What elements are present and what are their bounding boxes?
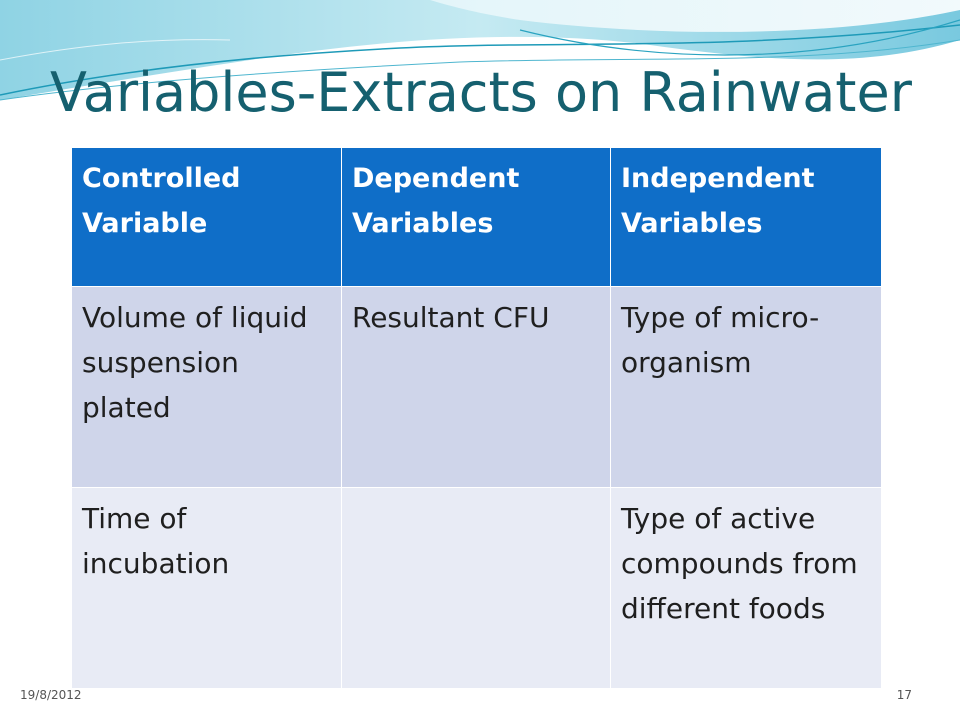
table-cell: Volume of liquid suspension plated [71, 286, 342, 488]
table-row: Volume of liquid suspension plated Resul… [71, 286, 882, 488]
table-header-row: Controlled Variable Dependent Variables … [71, 147, 882, 287]
slide-title: Variables-Extracts on Rainwater [50, 61, 912, 124]
table-row: Time of incubation Type of active compou… [71, 487, 882, 689]
table-cell: Time of incubation [71, 487, 342, 689]
table-cell: Type of micro-organism [610, 286, 882, 488]
variables-table: Controlled Variable Dependent Variables … [71, 147, 882, 689]
header-dependent-variables: Dependent Variables [341, 147, 611, 287]
slide-page-number: 17 [896, 688, 912, 702]
slide-date: 19/8/2012 [20, 688, 82, 702]
table-cell: Resultant CFU [341, 286, 611, 488]
header-independent-variables: Independent Variables [610, 147, 882, 287]
table-cell [341, 487, 611, 689]
header-controlled-variable: Controlled Variable [71, 147, 342, 287]
table-cell: Type of active compounds from different … [610, 487, 882, 689]
decorative-wave-banner [0, 0, 960, 101]
